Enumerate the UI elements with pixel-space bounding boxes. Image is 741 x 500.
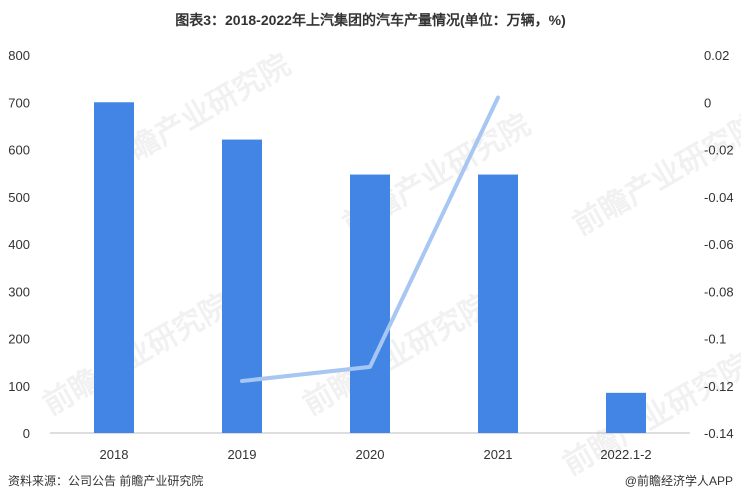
bar (478, 174, 518, 434)
y-left-tick-label: 700 (8, 95, 30, 110)
chart-title: 图表3：2018-2022年上汽集团的汽车产量情况(单位：万辆，%) (175, 12, 566, 28)
x-tick-label: 2022.1-2 (600, 447, 651, 462)
y-right-tick-label: -0.04 (704, 190, 734, 205)
y-left-tick-label: 200 (8, 332, 30, 347)
bar (222, 139, 262, 433)
y-left-tick-label: 500 (8, 190, 30, 205)
x-tick-label: 2018 (100, 447, 129, 462)
y-right-tick-label: -0.1 (704, 332, 726, 347)
x-tick-label: 2019 (228, 447, 257, 462)
y-left-tick-label: 300 (8, 284, 30, 299)
x-tick-label: 2020 (356, 447, 385, 462)
y-right-tick-label: 0.02 (704, 48, 729, 63)
y-right-tick-label: -0.12 (704, 379, 734, 394)
bar (606, 392, 646, 433)
y-right-tick-label: -0.02 (704, 143, 734, 158)
y-right-tick-label: 0 (704, 95, 711, 110)
y-left-tick-label: 0 (23, 426, 30, 441)
bar (350, 174, 390, 434)
y-right-tick-label: -0.06 (704, 237, 734, 252)
y-right-tick-label: -0.08 (704, 284, 734, 299)
source-note: 资料来源：公司公告 前瞻产业研究院 (8, 474, 204, 488)
y-right-tick-label: -0.14 (704, 426, 734, 441)
y-left-tick-label: 800 (8, 48, 30, 63)
y-left-tick-label: 100 (8, 379, 30, 394)
y-left-tick-label: 600 (8, 143, 30, 158)
x-tick-label: 2021 (484, 447, 513, 462)
y-left-tick-label: 400 (8, 237, 30, 252)
bar (94, 102, 134, 433)
brand-note: @前瞻经济学人APP (624, 474, 733, 488)
